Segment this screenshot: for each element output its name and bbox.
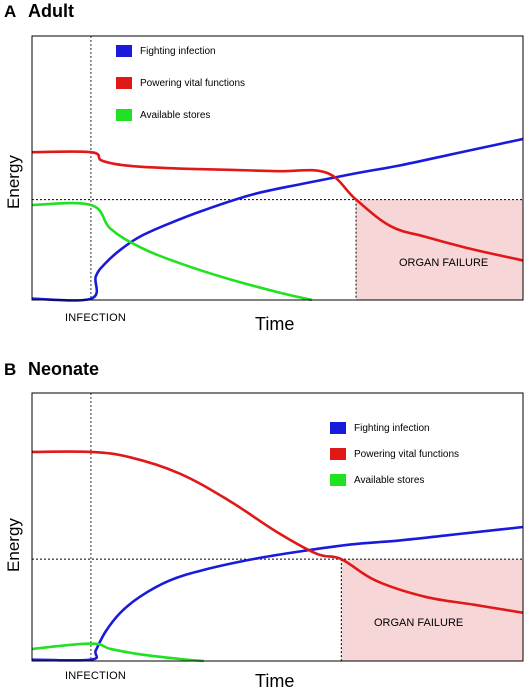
panel-b-chart-svg xyxy=(31,392,524,663)
legend-label: Fighting infection xyxy=(140,45,216,57)
legend-label: Powering vital functions xyxy=(140,77,246,89)
panel-b-letter: B xyxy=(4,360,17,379)
series-line-fighting-infection xyxy=(31,137,524,302)
legend-item-powering-vital-functions: Powering vital functions xyxy=(330,448,459,460)
legend-item-powering-vital-functions: Powering vital functions xyxy=(116,77,245,89)
panel-a-ylabel: Energy xyxy=(4,155,23,209)
legend-swatch xyxy=(116,45,132,57)
legend-label: Powering vital functions xyxy=(354,448,460,460)
legend-item-fighting-infection: Fighting infection xyxy=(116,45,216,57)
panel-a-title: Adult xyxy=(28,1,74,21)
panel-a-legend: Fighting infection Powering vital functi… xyxy=(116,45,286,135)
series-line-powering-vital-functions xyxy=(31,450,524,615)
legend-swatch xyxy=(116,77,132,89)
panel-b-organ-failure-label: ORGAN FAILURE xyxy=(374,617,464,629)
legend-swatch xyxy=(330,474,346,486)
organ-failure-region xyxy=(356,199,523,300)
panel-b-infection-label: INFECTION xyxy=(65,670,127,682)
legend-item-fighting-infection: Fighting infection xyxy=(330,422,430,434)
series-line-available-stores xyxy=(31,201,313,302)
panel-a-infection-label: INFECTION xyxy=(65,312,127,324)
panel-a-chart-svg xyxy=(31,35,524,302)
legend-swatch xyxy=(330,422,346,434)
series-line-available-stores xyxy=(31,642,204,663)
legend-item-available-stores: Available stores xyxy=(330,474,424,486)
organ-failure-region xyxy=(341,559,523,661)
legend-swatch xyxy=(330,448,346,460)
legend-label: Fighting infection xyxy=(354,422,430,434)
panel-b-legend: Fighting infection Powering vital functi… xyxy=(330,422,500,512)
panel-a-letter: A xyxy=(4,2,17,21)
panel-b-plot xyxy=(31,392,524,663)
panel-a-plot xyxy=(31,35,524,302)
panel-b-title: Neonate xyxy=(28,359,100,379)
legend-label: Available stores xyxy=(140,109,211,121)
plot-frame xyxy=(31,35,524,301)
legend-item-available-stores: Available stores xyxy=(116,109,210,121)
panel-b-xlabel: Time xyxy=(255,671,295,691)
panel-a-xlabel: Time xyxy=(255,314,295,334)
panel-b-ylabel: Energy xyxy=(4,518,23,572)
legend-swatch xyxy=(116,109,132,121)
panel-a-organ-failure-label: ORGAN FAILURE xyxy=(399,257,489,269)
legend-label: Available stores xyxy=(354,474,425,486)
series-line-powering-vital-functions xyxy=(31,150,524,262)
plot-frame xyxy=(31,392,524,662)
